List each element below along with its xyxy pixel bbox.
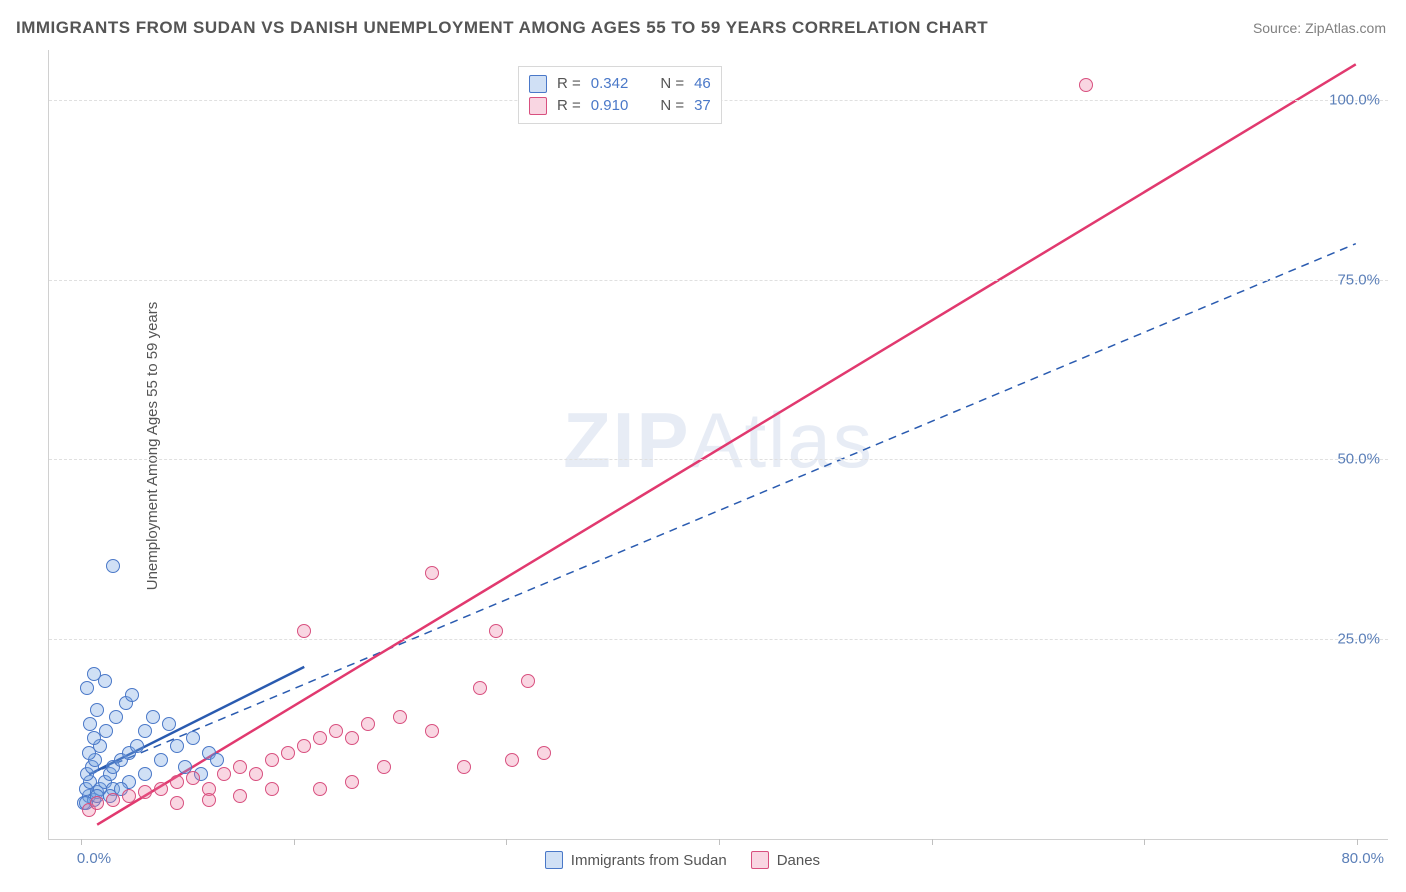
x-tick [1144, 839, 1145, 845]
legend-n-label: N = [660, 75, 684, 92]
series-legend-item-sudan: Immigrants from Sudan [545, 851, 727, 869]
series-label: Immigrants from Sudan [571, 852, 727, 869]
watermark-bold: ZIP [563, 395, 690, 483]
scatter-plot-area: ZIPAtlas 25.0%50.0%75.0%100.0%0.0%80.0%R… [48, 50, 1388, 840]
data-point-danes [313, 731, 327, 745]
data-point-danes [425, 566, 439, 580]
data-point-danes [138, 785, 152, 799]
data-point-sudan [138, 767, 152, 781]
x-tick-label-min: 0.0% [77, 850, 111, 867]
legend-row-sudan: R = 0.342 N = 46 [529, 73, 711, 95]
data-point-danes [329, 724, 343, 738]
legend-r-label: R = [557, 75, 581, 92]
x-tick-label-max: 80.0% [1341, 850, 1384, 867]
data-point-danes [90, 796, 104, 810]
x-tick [294, 839, 295, 845]
x-tick [506, 839, 507, 845]
series-label: Danes [777, 852, 820, 869]
trend-lines-svg [49, 50, 1388, 839]
x-tick [719, 839, 720, 845]
data-point-sudan [146, 710, 160, 724]
y-tick-label: 50.0% [1337, 451, 1380, 468]
data-point-sudan [154, 753, 168, 767]
data-point-sudan [130, 739, 144, 753]
x-tick [932, 839, 933, 845]
data-point-danes [186, 771, 200, 785]
chart-title: IMMIGRANTS FROM SUDAN VS DANISH UNEMPLOY… [16, 18, 988, 38]
series-legend: Immigrants from Sudan Danes [545, 851, 820, 869]
source-link[interactable]: ZipAtlas.com [1305, 20, 1386, 36]
data-point-sudan [80, 681, 94, 695]
data-point-sudan [162, 717, 176, 731]
gridline [49, 639, 1388, 640]
y-tick-label: 75.0% [1337, 271, 1380, 288]
data-point-sudan [170, 739, 184, 753]
legend-row-danes: R = 0.910 N = 37 [529, 95, 711, 117]
y-tick-label: 100.0% [1329, 92, 1380, 109]
data-point-danes [473, 681, 487, 695]
watermark-light: Atlas [690, 395, 873, 483]
gridline [49, 459, 1388, 460]
legend-n-value: 46 [694, 75, 711, 92]
data-point-sudan [138, 724, 152, 738]
data-point-danes [233, 760, 247, 774]
data-point-danes [457, 760, 471, 774]
data-point-sudan [87, 667, 101, 681]
x-tick [81, 839, 82, 845]
data-point-danes [521, 674, 535, 688]
gridline [49, 280, 1388, 281]
legend-n-value: 37 [694, 97, 711, 114]
legend-swatch [529, 75, 547, 93]
legend-swatch [751, 851, 769, 869]
watermark: ZIPAtlas [563, 394, 874, 485]
legend-r-value: 0.910 [591, 97, 629, 114]
legend-r-value: 0.342 [591, 75, 629, 92]
data-point-danes [233, 789, 247, 803]
data-point-danes [202, 793, 216, 807]
source-prefix: Source: [1253, 20, 1305, 36]
data-point-danes [122, 789, 136, 803]
data-point-danes [377, 760, 391, 774]
legend-r-label: R = [557, 97, 581, 114]
data-point-danes [106, 793, 120, 807]
data-point-danes [249, 767, 263, 781]
data-point-danes [345, 775, 359, 789]
legend-swatch [545, 851, 563, 869]
data-point-danes [425, 724, 439, 738]
data-point-sudan [210, 753, 224, 767]
data-point-danes [297, 624, 311, 638]
data-point-danes [217, 767, 231, 781]
data-point-danes [1079, 78, 1093, 92]
data-point-danes [489, 624, 503, 638]
data-point-sudan [106, 559, 120, 573]
data-point-danes [170, 796, 184, 810]
data-point-danes [313, 782, 327, 796]
x-tick [1357, 839, 1358, 845]
data-point-danes [154, 782, 168, 796]
series-legend-item-danes: Danes [751, 851, 820, 869]
data-point-sudan [109, 710, 123, 724]
data-point-danes [265, 753, 279, 767]
data-point-danes [297, 739, 311, 753]
correlation-legend: R = 0.342 N = 46 R = 0.910 N = 37 [518, 66, 722, 124]
data-point-sudan [83, 717, 97, 731]
data-point-danes [265, 782, 279, 796]
data-point-danes [345, 731, 359, 745]
data-point-danes [537, 746, 551, 760]
legend-swatch [529, 97, 547, 115]
data-point-danes [393, 710, 407, 724]
data-point-sudan [90, 703, 104, 717]
data-point-danes [281, 746, 295, 760]
source-attribution: Source: ZipAtlas.com [1253, 20, 1386, 36]
data-point-danes [505, 753, 519, 767]
data-point-sudan [186, 731, 200, 745]
data-point-sudan [87, 731, 101, 745]
data-point-sudan [99, 724, 113, 738]
data-point-danes [361, 717, 375, 731]
legend-n-label: N = [660, 97, 684, 114]
data-point-danes [170, 775, 184, 789]
data-point-sudan [125, 688, 139, 702]
y-tick-label: 25.0% [1337, 630, 1380, 647]
